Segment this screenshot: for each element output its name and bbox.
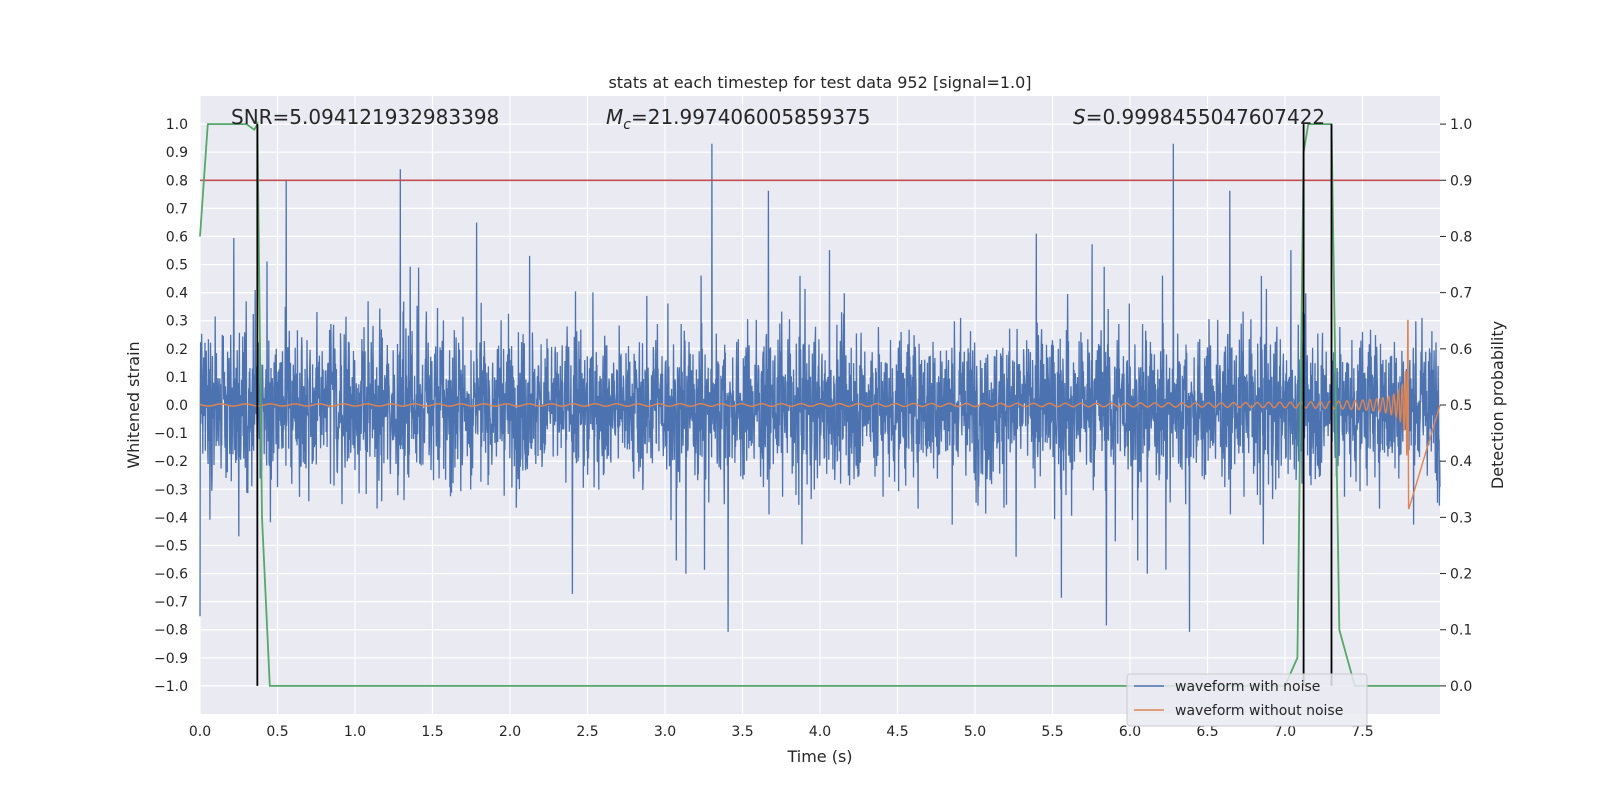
legend-label-clean: waveform without noise <box>1175 703 1343 719</box>
mc-symbol: M <box>606 105 623 129</box>
s-value: =0.9998455047607422 <box>1086 105 1325 129</box>
y-tick-label: −0.8 <box>154 623 188 639</box>
series-waveform-with-noise <box>199 143 1441 632</box>
y-tick-label: 1.0 <box>166 117 188 133</box>
y-axis-label: Whitened strain <box>124 341 143 468</box>
series-waveform-without-noise <box>199 319 1441 510</box>
x-tick-label: 1.0 <box>344 724 366 740</box>
x-tick-label: 4.5 <box>886 724 908 740</box>
x-tick-label: 0.5 <box>266 724 288 740</box>
x-tick-label: 1.5 <box>421 724 443 740</box>
y-tick-label-right: 0.1 <box>1450 623 1472 639</box>
x-tick-label: 7.5 <box>1351 724 1373 740</box>
y-tick-label-right: 0.2 <box>1450 567 1472 583</box>
y-tick-label: 0.9 <box>166 145 188 161</box>
y-tick-label: −0.2 <box>154 454 188 470</box>
legend-label-noise: waveform with noise <box>1175 679 1320 695</box>
y-tick-label: 0.4 <box>166 286 188 302</box>
legend: waveform with noise waveform without noi… <box>1126 673 1368 727</box>
x-tick-label: 5.0 <box>964 724 986 740</box>
x-tick-label: 6.0 <box>1119 724 1141 740</box>
y-tick-label-right: 0.7 <box>1450 286 1472 302</box>
x-tick-label: 5.5 <box>1041 724 1063 740</box>
x-tick-label: 2.5 <box>576 724 598 740</box>
y-tick-label-right: 0.3 <box>1450 510 1472 526</box>
y-axis-label-right: Detection probability <box>1488 321 1507 489</box>
y-tick-label: 0.6 <box>166 229 188 245</box>
y-tick-label: 0.7 <box>166 201 188 217</box>
x-axis-label: Time (s) <box>786 747 852 766</box>
y-tick-label-right: 0.0 <box>1450 679 1472 695</box>
y-tick-label: 0.3 <box>166 314 188 330</box>
chirp-line <box>199 319 1441 510</box>
x-tick-label: 2.0 <box>499 724 521 740</box>
y-tick-label-right: 0.9 <box>1450 173 1472 189</box>
y-ticks: −1.0 −0.9 −0.8 −0.7 −0.6 −0.5 −0.4 −0.3 −0.2 −0.1… <box>154 117 188 695</box>
x-tick-label: 4.0 <box>809 724 831 740</box>
y-tick-label: −0.3 <box>154 482 188 498</box>
y-tick-label-right: 0.5 <box>1450 398 1472 414</box>
s-symbol: S <box>1073 105 1086 129</box>
chart-title: stats at each timestep for test data 952… <box>608 73 1031 92</box>
y-tick-label: −0.5 <box>154 538 188 554</box>
chirp-mass-annotation: Mc=21.997406005859375 <box>606 105 870 133</box>
y-tick-label: 0.5 <box>166 258 188 274</box>
noise-line <box>199 143 1441 632</box>
snr-annotation: SNR=5.094121932983398 <box>231 105 499 129</box>
y-tick-label: −0.7 <box>154 595 188 611</box>
y-tick-label: 0.2 <box>166 342 188 358</box>
y-tick-label: 0.0 <box>166 398 188 414</box>
mc-value: =21.997406005859375 <box>631 105 870 129</box>
x-tick-label: 3.5 <box>731 724 753 740</box>
y-tick-label-right: 0.4 <box>1450 454 1472 470</box>
y-tick-label: −0.9 <box>154 651 188 667</box>
x-ticks: 0.0 0.5 1.0 1.5 2.0 2.5 3.0 3.5 4.0 4.5 5.0 5.5 6.0 6… <box>189 724 1374 740</box>
y-tick-label: −0.6 <box>154 567 188 583</box>
legend-box <box>1126 673 1368 727</box>
x-tick-label: 3.0 <box>654 724 676 740</box>
y-ticks-right: 0.0 0.1 0.2 0.3 0.4 0.5 0.6 0.7 0.8 0.9 1.0 <box>1440 117 1472 695</box>
y-tick-label: 0.8 <box>166 173 188 189</box>
y-tick-label: 0.1 <box>166 370 188 386</box>
detection-markers <box>256 124 1333 686</box>
y-tick-label-right: 0.8 <box>1450 229 1472 245</box>
y-tick-label: −1.0 <box>154 679 188 695</box>
x-tick-label: 0.0 <box>189 724 211 740</box>
y-tick-label: −0.1 <box>154 426 188 442</box>
y-tick-label: −0.4 <box>154 510 188 526</box>
y-tick-label-right: 1.0 <box>1450 117 1472 133</box>
y-tick-label-right: 0.6 <box>1450 342 1472 358</box>
mc-subscript: c <box>623 117 631 133</box>
x-tick-label: 7.0 <box>1274 724 1296 740</box>
x-tick-label: 6.5 <box>1196 724 1218 740</box>
s-annotation: S=0.9998455047607422 <box>1073 105 1325 129</box>
